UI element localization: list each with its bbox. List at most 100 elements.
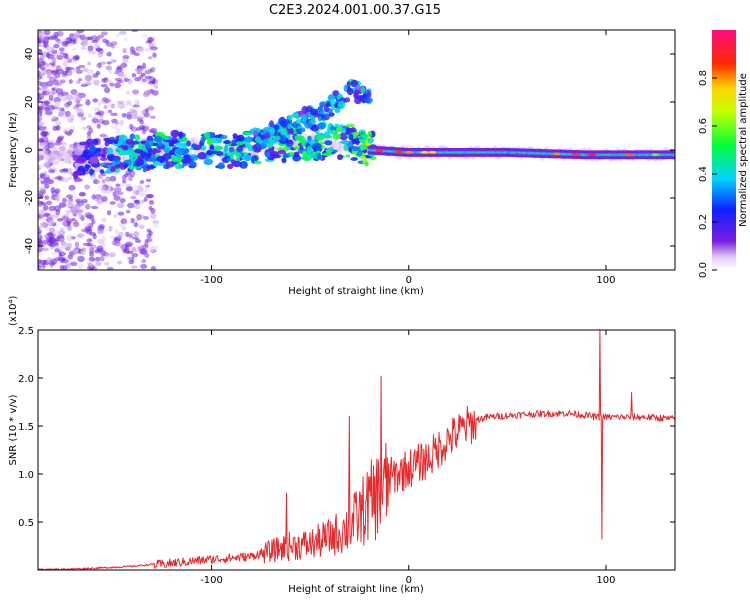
heatmap-cell bbox=[246, 135, 252, 144]
heatmap-cell bbox=[59, 227, 65, 234]
heatmap-cell bbox=[86, 133, 92, 141]
heatmap-cell bbox=[66, 209, 72, 214]
heatmap-cell bbox=[78, 93, 86, 98]
colorbar-tick-label: 0.6 bbox=[698, 118, 709, 134]
heatmap-cell bbox=[51, 144, 58, 155]
heatmap-cell bbox=[335, 127, 342, 132]
heatmap-cell bbox=[206, 150, 213, 156]
heatmap-cell bbox=[53, 72, 61, 79]
heatmap-cell bbox=[322, 152, 332, 157]
heatmap-cell bbox=[296, 135, 305, 142]
heatmap-cell bbox=[112, 213, 118, 218]
heatmap-cell bbox=[117, 79, 124, 84]
heatmap-cell bbox=[138, 192, 147, 197]
heatmap-cell bbox=[106, 209, 112, 216]
heatmap-cell bbox=[360, 143, 368, 150]
heatmap-cell bbox=[56, 175, 62, 180]
heatmap-cell bbox=[129, 123, 134, 130]
heatmap-cell bbox=[116, 147, 123, 152]
heatmap-cell bbox=[150, 265, 157, 270]
heatmap-cell bbox=[118, 231, 124, 237]
heatmap-cell bbox=[130, 217, 135, 224]
heatmap-cell bbox=[130, 265, 138, 269]
heatmap-cell bbox=[125, 90, 131, 96]
heatmap-cell bbox=[40, 125, 45, 132]
heatmap-cell bbox=[136, 65, 142, 69]
heatmap-cell bbox=[256, 141, 261, 149]
heatmap-cell bbox=[128, 233, 134, 239]
heatmap-cell bbox=[168, 139, 175, 147]
heatmap-cell bbox=[115, 33, 121, 38]
heatmap-cell bbox=[78, 212, 83, 219]
heatmap-cell bbox=[54, 188, 61, 194]
heatmap-cell bbox=[43, 213, 49, 218]
heatmap-cell bbox=[38, 33, 45, 40]
heatmap-cell bbox=[59, 168, 65, 173]
heatmap-cell bbox=[272, 124, 280, 131]
snr-frame bbox=[37, 329, 676, 571]
heatmap-cell bbox=[324, 140, 333, 146]
heatmap-cell bbox=[163, 135, 171, 141]
heatmap-cell bbox=[43, 30, 51, 36]
heatmap-cell bbox=[61, 40, 69, 47]
heatmap-cell bbox=[38, 197, 41, 203]
heatmap-cell bbox=[76, 30, 85, 34]
heatmap-cell bbox=[46, 53, 54, 60]
heatmap-cell bbox=[145, 69, 152, 75]
heatmap-cell bbox=[123, 37, 128, 42]
heatmap-cell bbox=[106, 147, 114, 155]
heatmap-cell bbox=[149, 246, 156, 253]
heatmap-cell bbox=[125, 209, 131, 214]
heatmap-cell bbox=[114, 82, 122, 89]
heatmap-cell bbox=[350, 157, 358, 161]
colorbar-label: Normalized spectral amplitude bbox=[738, 73, 749, 227]
heatmap-cell bbox=[144, 184, 151, 189]
heatmap-cell bbox=[109, 201, 116, 205]
heatmap-cell bbox=[230, 159, 236, 165]
heatmap-cell bbox=[95, 261, 102, 267]
heatmap-cell bbox=[44, 195, 50, 200]
heatmap-cell bbox=[59, 110, 67, 117]
heatmap-cell bbox=[353, 89, 360, 98]
heatmap-cell bbox=[364, 97, 370, 104]
heatmap-cell bbox=[137, 47, 146, 53]
heatmap-cell bbox=[67, 224, 72, 231]
heatmap-cell bbox=[175, 142, 184, 148]
heatmap-cell bbox=[87, 45, 94, 52]
heatmap-cell bbox=[146, 228, 152, 233]
heatmap-cell bbox=[73, 170, 84, 176]
heatmap-cell bbox=[140, 264, 148, 269]
heatmap-cell bbox=[52, 230, 61, 235]
heatmap-cell bbox=[66, 242, 73, 249]
spectrogram-ylabel: Frequency (Hz) bbox=[8, 112, 19, 188]
heatmap-cell bbox=[61, 95, 68, 102]
heatmap-cell bbox=[63, 169, 69, 173]
heatmap-cell bbox=[317, 116, 322, 122]
heatmap-cell bbox=[80, 228, 89, 233]
heatmap-cell bbox=[101, 217, 107, 223]
heatmap-cell bbox=[69, 261, 78, 267]
heatmap-cell bbox=[38, 263, 42, 269]
heatmap-cell bbox=[228, 146, 235, 153]
heatmap-cell bbox=[126, 256, 133, 261]
heatmap-cell bbox=[345, 123, 355, 128]
heatmap-cell bbox=[56, 106, 63, 111]
heatmap-cell bbox=[45, 89, 51, 96]
heatmap-cell bbox=[216, 137, 223, 143]
heatmap-cell bbox=[54, 140, 62, 146]
heatmap-cell bbox=[78, 264, 84, 270]
heatmap-cell bbox=[46, 133, 52, 137]
colorbar-gradient bbox=[712, 30, 736, 270]
heatmap-cell bbox=[146, 165, 156, 169]
heatmap-cell bbox=[110, 125, 119, 129]
heatmap-cell bbox=[283, 128, 288, 137]
colorbar-tick-label: 0.8 bbox=[698, 70, 709, 86]
heatmap-cell bbox=[146, 89, 155, 95]
heatmap-cell bbox=[51, 115, 57, 121]
heatmap-cell bbox=[316, 153, 322, 160]
heatmap-cell bbox=[148, 205, 153, 211]
ytick-label: 40 bbox=[24, 48, 35, 61]
heatmap-cell bbox=[76, 255, 85, 263]
heatmap-cell bbox=[69, 33, 75, 38]
heatmap-cell bbox=[64, 126, 71, 132]
